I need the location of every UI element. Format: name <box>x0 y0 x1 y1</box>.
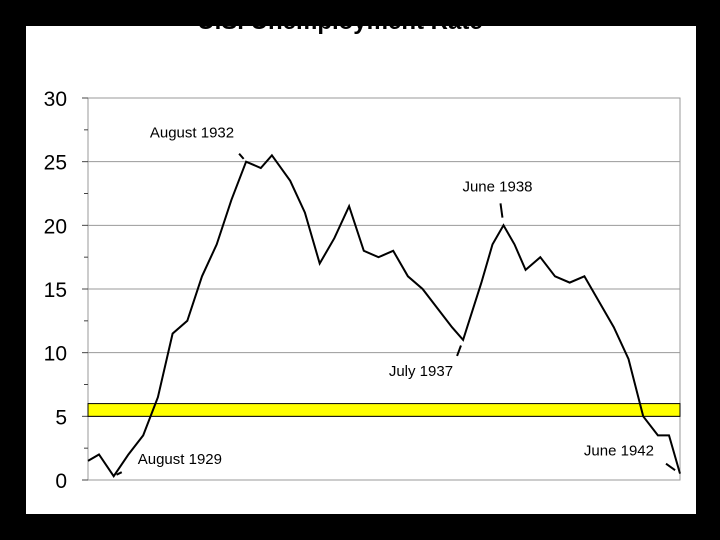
y-tick-label-20: 20 <box>44 215 67 238</box>
unemployment-line <box>87 153 681 478</box>
annotation-leader <box>456 345 462 357</box>
annotation-label: August 1929 <box>138 451 222 468</box>
annotation-leader <box>238 153 245 160</box>
y-axis: 0 5 10 15 20 25 30 <box>44 88 88 493</box>
y-tick-label-10: 10 <box>44 343 67 366</box>
chart-panel <box>26 26 696 514</box>
y-tick-label-30: 30 <box>44 88 67 111</box>
y-tick-label-0: 0 <box>55 470 67 493</box>
annotation-label: June 1938 <box>462 178 532 195</box>
annotation-leader <box>499 203 504 218</box>
annotation-leader <box>116 471 123 476</box>
annotations: August 1929 August 1932 July 1937 June 1938… <box>116 125 676 476</box>
chart-title: U.S. Unemployment Rate <box>197 8 483 35</box>
y-tick-label-15: 15 <box>44 279 67 302</box>
y-tick-label-25: 25 <box>44 152 67 175</box>
annotation-leader <box>665 462 676 471</box>
annotation-label: June 1942 <box>584 443 654 460</box>
annotation-label: July 1937 <box>389 363 453 380</box>
y-tick-label-5: 5 <box>55 406 67 429</box>
annotation-label: August 1932 <box>150 125 234 142</box>
full-employment-band <box>87 403 681 417</box>
